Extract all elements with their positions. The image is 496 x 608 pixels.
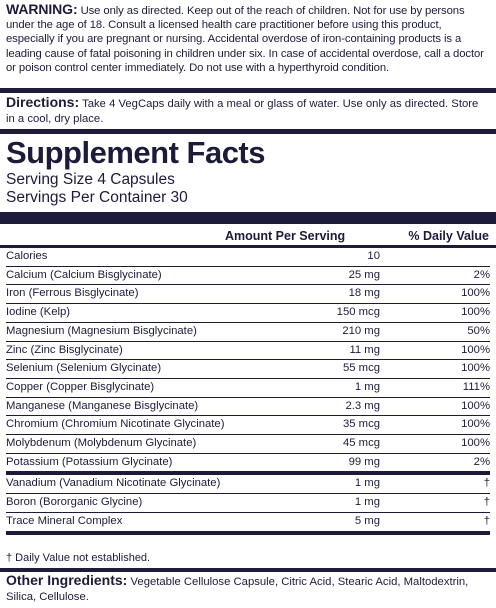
nutrient-name: Iodine (Kelp) <box>6 303 320 323</box>
table-row: Calories 10 <box>6 248 490 267</box>
nutrient-amount: 10 <box>320 248 380 267</box>
nutrient-name: Boron (Bororganic Glycine) <box>6 493 320 513</box>
nutrient-amount: 1 mg <box>320 493 380 513</box>
nutrient-amount: 1 mg <box>320 378 380 398</box>
col-amount-header: Amount Per Serving <box>225 229 346 243</box>
table-row: Boron (Bororganic Glycine) 1 mg † <box>6 493 490 513</box>
table-row: Copper (Copper Bisglycinate) 1 mg 111% <box>6 378 490 398</box>
directions-text: Take 4 VegCaps daily with a meal or glas… <box>6 98 479 125</box>
nutrient-dv: 100% <box>380 397 490 417</box>
nutrient-name: Chromium (Chromium Nicotinate Glycinate) <box>6 415 320 436</box>
table-row: Manganese (Manganese Bisglycinate) 2.3 mg… <box>6 397 490 417</box>
nutrient-amount: 45 mcg <box>320 434 380 454</box>
nutrient-dv: 100% <box>380 341 490 361</box>
other-ingredients-label: Other Ingredients: <box>6 572 128 588</box>
nutrient-name: Magnesium (Magnesium Bisglycinate) <box>6 322 320 342</box>
nutrient-dv: 50% <box>380 322 490 342</box>
nutrient-name: Manganese (Manganese Bisglycinate) <box>6 397 320 417</box>
supplement-facts-title: Supplement Facts <box>6 135 266 170</box>
nutrient-dv: † <box>380 512 490 535</box>
table-row: Magnesium (Magnesium Bisglycinate) 210 mg… <box>6 322 490 342</box>
table-row: Vanadium (Vanadium Nicotinate Glycinate)… <box>6 473 490 495</box>
col-dv-header: % Daily Value <box>408 229 489 243</box>
nutrient-amount: 5 mg <box>320 512 380 535</box>
nutrient-name: Vanadium (Vanadium Nicotinate Glycinate) <box>6 473 320 495</box>
nutrient-dv <box>380 248 490 267</box>
nutrient-dv: 100% <box>380 359 490 379</box>
table-row: Selenium (Selenium Glycinate) 55 mcg 100% <box>6 359 490 379</box>
nutrient-dv: 2% <box>380 453 490 476</box>
warning-text: Use only as directed. Keep out of the re… <box>6 5 484 74</box>
other-ingredients-section: Other Ingredients: Vegetable Cellulose C… <box>6 573 494 604</box>
facts-table: Calories 10 Calcium (Calcium Bisglycinate… <box>6 248 490 535</box>
nutrient-name: Iron (Ferrous Bisglycinate) <box>6 284 320 305</box>
table-row: Molybdenum (Molybdenum Glycinate) 45 mcg 1… <box>6 434 490 454</box>
nutrient-dv: 100% <box>380 415 490 436</box>
nutrient-amount: 35 mcg <box>320 415 380 436</box>
header-rule <box>0 245 496 248</box>
nutrient-dv: 2% <box>380 266 490 286</box>
nutrient-amount: 2.3 mg <box>320 397 380 417</box>
table-row: Iodine (Kelp) 150 mcg 100% <box>6 303 490 323</box>
nutrient-name: Trace Mineral Complex <box>6 512 320 535</box>
nutrient-amount: 150 mcg <box>320 303 380 323</box>
nutrient-amount: 18 mg <box>320 284 380 305</box>
nutrient-dv: 100% <box>380 284 490 305</box>
warning-section: WARNING: Use only as directed. Keep out … <box>6 2 490 75</box>
divider <box>0 88 496 93</box>
nutrient-amount: 11 mg <box>320 341 380 361</box>
nutrient-name: Molybdenum (Molybdenum Glycinate) <box>6 434 320 454</box>
table-row: Potassium (Potassium Glycinate) 99 mg 2% <box>6 453 490 476</box>
nutrient-dv: 100% <box>380 434 490 454</box>
nutrient-amount: 55 mcg <box>320 359 380 379</box>
divider <box>0 568 496 572</box>
nutrient-name: Selenium (Selenium Glycinate) <box>6 359 320 379</box>
nutrient-amount: 99 mg <box>320 453 380 476</box>
nutrient-name: Calcium (Calcium Bisglycinate) <box>6 266 320 286</box>
nutrient-name: Zinc (Zinc Bisglycinate) <box>6 341 320 361</box>
other-ingredients-text: Vegetable Cellulose Capsule, Citric Acid… <box>6 576 469 603</box>
table-row: Calcium (Calcium Bisglycinate) 25 mg 2% <box>6 266 490 286</box>
nutrient-amount: 25 mg <box>320 266 380 286</box>
nutrient-dv: 100% <box>380 303 490 323</box>
serving-size: Serving Size 4 Capsules <box>6 171 175 188</box>
warning-label: WARNING: <box>6 1 78 17</box>
directions-label: Directions: <box>6 94 80 110</box>
nutrient-dv: 111% <box>380 378 490 398</box>
nutrient-name: Calories <box>6 248 320 267</box>
nutrient-amount: 210 mg <box>320 322 380 342</box>
nutrient-name: Copper (Copper Bisglycinate) <box>6 378 320 398</box>
table-row: Chromium (Chromium Nicotinate Glycinate)… <box>6 415 490 436</box>
facts-thick-bar <box>0 212 496 224</box>
table-row: Trace Mineral Complex 5 mg † <box>6 512 490 535</box>
servings-per-container: Servings Per Container 30 <box>6 189 188 206</box>
table-row: Zinc (Zinc Bisglycinate) 11 mg 100% <box>6 341 490 361</box>
dv-footnote: † Daily Value not established. <box>6 552 151 564</box>
nutrient-dv: † <box>380 473 490 495</box>
directions-section: Directions: Take 4 VegCaps daily with a … <box>6 95 490 126</box>
nutrient-name: Potassium (Potassium Glycinate) <box>6 453 320 476</box>
divider <box>0 129 496 134</box>
nutrient-amount: 1 mg <box>320 473 380 495</box>
table-row: Iron (Ferrous Bisglycinate) 18 mg 100% <box>6 284 490 305</box>
nutrient-dv: † <box>380 493 490 513</box>
